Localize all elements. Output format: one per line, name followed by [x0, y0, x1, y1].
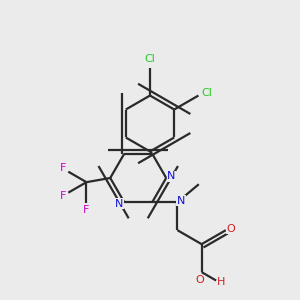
Text: N: N: [115, 199, 123, 209]
Text: H: H: [217, 277, 226, 287]
Text: N: N: [177, 196, 185, 206]
Text: F: F: [59, 164, 66, 173]
Text: O: O: [196, 275, 205, 285]
Text: Cl: Cl: [201, 88, 212, 98]
Text: O: O: [227, 224, 236, 234]
Text: F: F: [83, 205, 90, 214]
Text: N: N: [167, 172, 176, 182]
Text: Cl: Cl: [145, 54, 155, 64]
Text: F: F: [59, 191, 66, 201]
